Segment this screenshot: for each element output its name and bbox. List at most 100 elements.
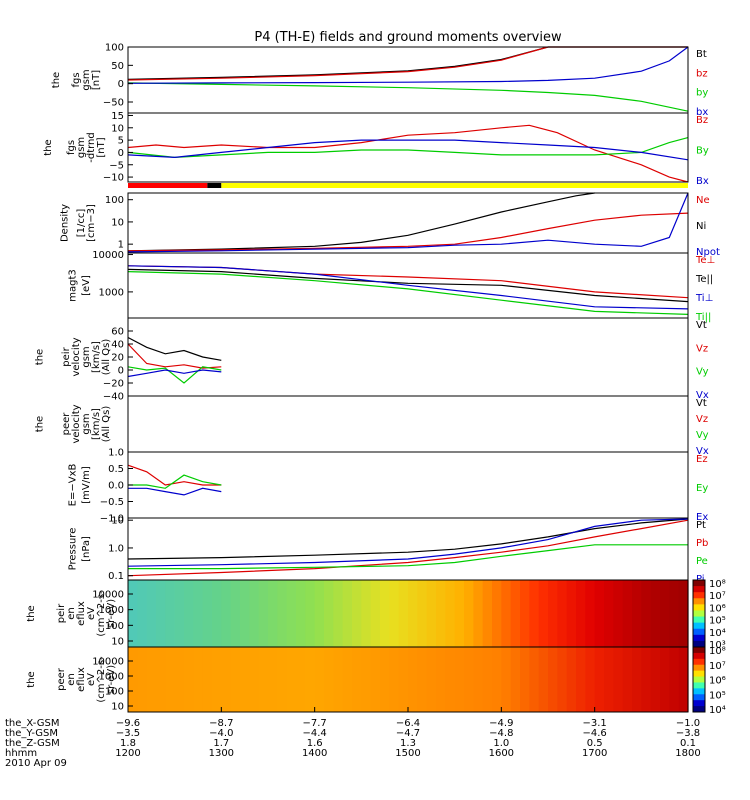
- y-axis-label-line: peer: [61, 412, 72, 436]
- y-axis-label-line: gsm: [81, 69, 92, 90]
- heatmap-cell: [576, 580, 586, 647]
- heatmap-cell: [184, 580, 194, 647]
- heatmap-cell: [510, 647, 521, 712]
- heatmap-cell: [361, 647, 372, 712]
- mode-bar: [128, 183, 689, 188]
- colorbar-segment: [693, 658, 705, 666]
- y-axis-label-line: peir: [56, 603, 67, 623]
- heatmap-cell: [482, 580, 493, 647]
- y-tick-label: −50: [103, 98, 124, 109]
- y-axis-label-line: the: [26, 605, 37, 621]
- colorbar-segment: [693, 676, 705, 683]
- colorbar-segment: [693, 664, 705, 672]
- heatmap-cell: [165, 580, 176, 647]
- y-axis-label-line: eflux: [76, 601, 87, 626]
- y-tick-label: 10: [111, 123, 124, 134]
- heatmap-cell: [146, 580, 157, 647]
- y-axis-label-line: [nPa]: [81, 536, 92, 562]
- y-axis-label-line: Density: [59, 204, 70, 242]
- heatmap-cell: [277, 647, 288, 712]
- heatmap-cell: [305, 580, 316, 647]
- series-vt-line: [127, 336, 222, 361]
- heatmap-cell: [193, 580, 204, 647]
- y-tick-label: 10: [111, 217, 124, 228]
- y-axis-label-line: [1/cc]: [76, 209, 87, 238]
- legend-ne: Ne: [696, 195, 710, 206]
- colorbar-segment: [693, 694, 705, 701]
- footer-value: −6.4: [396, 718, 420, 729]
- heatmap-cell: [240, 647, 250, 712]
- y-axis-label-line: the: [26, 671, 37, 687]
- y-axis-label-line: [cm−3]: [86, 204, 97, 242]
- heatmap-cell: [660, 580, 670, 647]
- heatmap-cell: [296, 647, 306, 712]
- legend-te: Te⊥: [695, 255, 715, 266]
- y-axis-label-line: velocity: [71, 337, 82, 376]
- y-axis-label: magt3 [eV]: [68, 269, 92, 302]
- heatmap-cell: [594, 580, 605, 647]
- y-axis-label-line: -dtrnd: [86, 132, 97, 163]
- legend-by: by: [696, 88, 708, 99]
- heatmap-cell: [324, 580, 334, 647]
- y-axis-label-line: fgs: [71, 72, 82, 87]
- heatmap-cell: [408, 580, 418, 647]
- y-axis-label-line: eV: [86, 607, 97, 620]
- heatmap-cell: [501, 647, 512, 712]
- heatmap-cell: [128, 647, 138, 712]
- y-tick-label: 1.0: [108, 543, 124, 554]
- heatmap-cell: [314, 580, 325, 647]
- colorbar-segment: [693, 700, 705, 707]
- y-tick-label: 0: [118, 79, 124, 90]
- panel_temperature: 10000 1000 magt3 [eV] Te⊥ Te|| Ti⊥ Ti||: [68, 250, 716, 323]
- heatmap-cell: [268, 580, 278, 647]
- footer-value: 1600: [489, 748, 514, 759]
- heatmap-cell: [566, 647, 577, 712]
- footer-value: 1700: [582, 748, 607, 759]
- y-axis-label: Pressure [nPa]: [68, 528, 92, 571]
- heatmap-cell: [137, 580, 148, 647]
- heatmap-cell: [538, 580, 549, 647]
- heatmap-cell: [622, 647, 633, 712]
- footer-value: 1.3: [400, 738, 416, 749]
- heatmap-cell: [342, 580, 353, 647]
- y-axis-label-line: (All Qs): [101, 339, 112, 376]
- y-tick-label: −1.0: [100, 514, 124, 525]
- heatmap-cell: [548, 647, 558, 712]
- colorbar-segment: [693, 616, 705, 624]
- y-tick-label: 1000: [99, 672, 124, 683]
- series-vz-line: [127, 343, 222, 369]
- heatmap-cell: [417, 580, 428, 647]
- heatmap-cell: [342, 647, 353, 712]
- footer-value: 1.0: [493, 738, 509, 749]
- legend-ey: Ey: [696, 483, 708, 494]
- y-axis-label-line: eV: [86, 673, 97, 686]
- heatmap-cell: [529, 580, 540, 647]
- legend-bz: bz: [696, 68, 708, 79]
- heatmap-cell: [193, 647, 204, 712]
- heatmap-cell: [585, 580, 596, 647]
- heatmap-cell: [613, 580, 624, 647]
- heatmap-cell: [594, 647, 605, 712]
- y-axis-label-line: [km/s]: [91, 341, 102, 373]
- legend-vt: Vt: [696, 398, 707, 409]
- colorbar-label: 10⁶: [709, 676, 726, 687]
- heatmap-cell: [240, 580, 250, 647]
- heatmap-cell: [436, 580, 446, 647]
- heatmap-cell: [604, 580, 614, 647]
- heatmap-cell: [212, 647, 222, 712]
- legend-vx: Vx: [696, 446, 709, 457]
- y-tick-label: 10: [111, 702, 124, 713]
- y-tick-label: 0: [118, 148, 124, 159]
- heatmap-cell: [650, 647, 661, 712]
- series-pi-line: [127, 518, 689, 567]
- heatmap-cell: [174, 580, 185, 647]
- heatmap-cell: [557, 580, 568, 647]
- y-axis-label-line: the: [35, 349, 46, 365]
- series-pb-line: [127, 519, 689, 577]
- y-axis-label-line: [km/s]: [91, 408, 102, 440]
- heatmap-cell: [501, 580, 512, 647]
- heatmap-cell: [632, 580, 642, 647]
- y-tick-label: −10: [103, 173, 124, 184]
- y-tick-label: −0.5: [100, 497, 124, 508]
